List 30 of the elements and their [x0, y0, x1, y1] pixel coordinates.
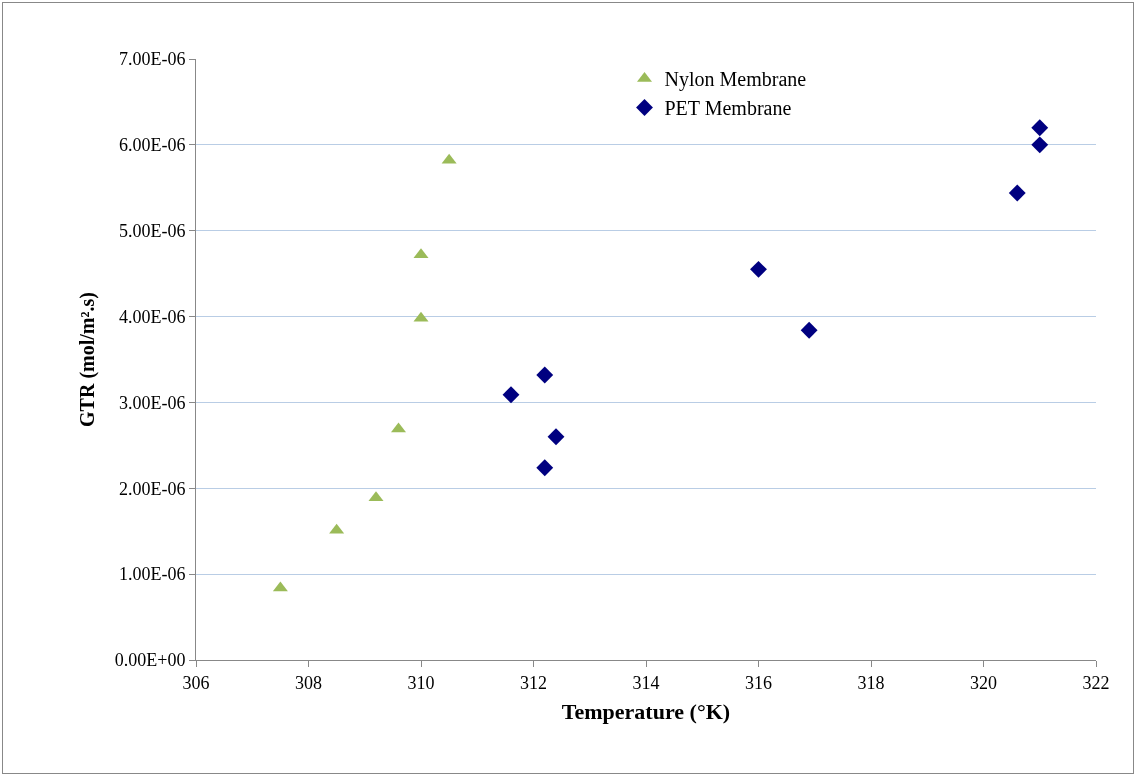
x-tick-label: 310: [407, 672, 435, 693]
point: [800, 321, 818, 339]
y-axis-title: GTR (mol/m².s): [76, 292, 100, 427]
x-tick-label: 320: [970, 672, 997, 693]
y-tick-label: 3.00E-06: [118, 392, 186, 413]
point: [547, 428, 565, 446]
x-tick-label: 322: [1082, 672, 1110, 693]
y-tick-label: 6.00E-06: [118, 135, 186, 156]
point: [1008, 184, 1026, 202]
point: [1031, 136, 1049, 154]
point: [536, 459, 554, 477]
x-tick-label: 308: [295, 672, 322, 693]
point: [502, 386, 520, 404]
y-tick-label: 1.00E-06: [118, 564, 186, 585]
x-axis-title: Temperature (°K): [561, 699, 731, 725]
legend-label: Nylon Membrane: [664, 68, 807, 92]
x-tick-label: 318: [857, 672, 885, 693]
x-tick-label: 314: [632, 672, 660, 693]
y-tick-label: 0.00E+00: [114, 650, 186, 671]
point: [536, 366, 554, 384]
y-tick-label: 2.00E-06: [118, 478, 186, 499]
point: [1031, 119, 1049, 137]
y-tick-label: 5.00E-06: [118, 221, 186, 242]
y-tick-label: 4.00E-06: [118, 306, 186, 327]
x-tick-label: 306: [182, 672, 210, 693]
y-tick-label: 7.00E-06: [118, 49, 186, 70]
x-tick-label: 316: [745, 672, 772, 693]
point: [750, 260, 767, 278]
legend-label: PET Membrane: [664, 97, 792, 120]
x-tick-label: 312: [520, 672, 547, 693]
